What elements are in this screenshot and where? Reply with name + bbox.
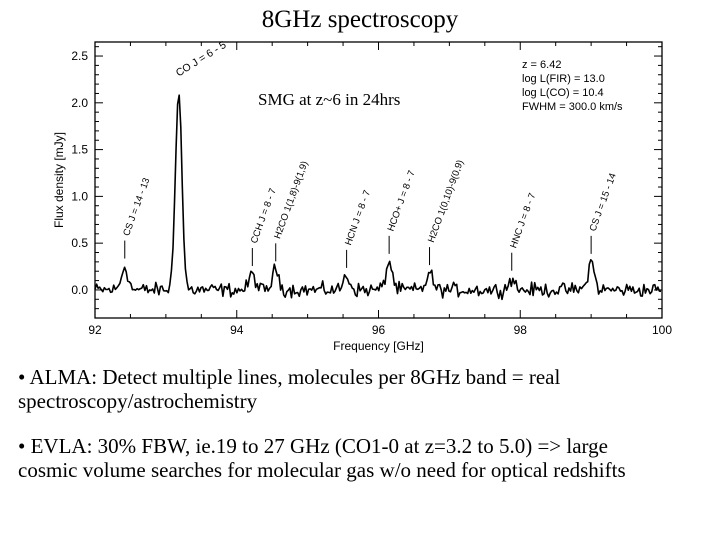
model-parameter: z = 6.42 xyxy=(522,59,561,71)
spectrum-line xyxy=(94,94,662,301)
bullet-evla: • EVLA: 30% FBW, ie.19 to 27 GHz (CO1-0 … xyxy=(18,434,714,482)
bullet-marker: • xyxy=(18,365,26,389)
line-label: H2CO 1(1,8)-9(1,9) xyxy=(272,160,310,241)
bullet-evla-line2: cosmic volume searches for molecular gas… xyxy=(18,458,626,482)
y-tick-label: 1.5 xyxy=(71,143,88,157)
model-parameter: log L(CO) = 10.4 xyxy=(522,87,604,99)
line-label: HCO+ J = 8 - 7 xyxy=(386,169,418,233)
slide-title: 8GHz spectroscopy xyxy=(261,6,459,33)
x-tick-label: 92 xyxy=(88,323,102,337)
y-tick-label: 0.5 xyxy=(71,236,88,250)
bullet-alma-line2: spectroscopy/astrochemistry xyxy=(18,389,258,413)
x-tick-label: 98 xyxy=(514,323,528,337)
line-label: H2CO 1(0,10)-9(0,9) xyxy=(426,158,466,244)
bullet-alma-line1: ALMA: Detect multiple lines, molecules p… xyxy=(29,365,561,389)
y-tick-label: 2.5 xyxy=(71,49,88,63)
model-parameter: log L(FIR) = 13.0 xyxy=(522,73,605,85)
x-tick-label: 94 xyxy=(230,323,244,337)
line-label: CS J = 14 - 13 xyxy=(121,176,152,237)
x-tick-label: 100 xyxy=(652,323,672,337)
y-tick-label: 0.0 xyxy=(71,283,88,297)
model-parameter: FWHM = 300.0 km/s xyxy=(522,101,623,113)
y-tick-label: 2.0 xyxy=(71,96,88,110)
bullet-marker: • xyxy=(18,434,26,458)
y-axis-label: Flux density [mJy] xyxy=(52,132,66,228)
line-label: CS J = 15 - 14 xyxy=(588,172,619,233)
line-label: HCN J = 8 - 7 xyxy=(343,189,373,247)
line-label: HNC J = 8 - 7 xyxy=(508,192,538,250)
x-tick-label: 96 xyxy=(372,323,386,337)
spectrum-chart: 92 94 96 98 100 0.0 0.5 1.0 1.5 2.0 2.5 Frequency [… xyxy=(52,39,672,353)
x-axis-label: Frequency [GHz] xyxy=(333,339,424,353)
y-tick-label: 1.0 xyxy=(71,189,88,203)
chart-annotation: SMG at z~6 in 24hrs xyxy=(258,90,400,109)
bullet-evla-line1: EVLA: 30% FBW, ie.19 to 27 GHz (CO1-0 at… xyxy=(30,434,608,458)
bullet-alma: • ALMA: Detect multiple lines, molecules… xyxy=(18,365,714,413)
